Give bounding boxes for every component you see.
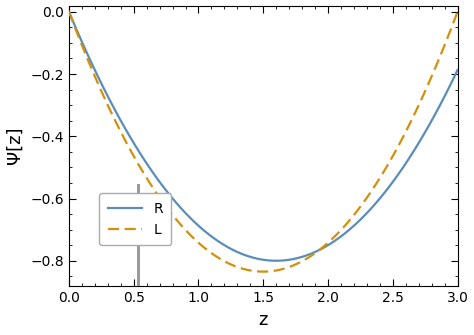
R: [86, 55, 91, 59]
R: [455, 68, 460, 72]
Bar: [137, 185, 140, 286]
R: [66, 10, 72, 14]
Y-axis label: Ψ[z]: Ψ[z]: [6, 127, 24, 164]
R: [372, 202, 378, 206]
Legend: R, L: R, L: [99, 194, 172, 245]
L: [444, 39, 449, 43]
L: [245, 268, 250, 272]
Line: R: R: [69, 12, 457, 261]
R: [444, 91, 449, 95]
X-axis label: z: z: [258, 312, 268, 329]
R: [255, 257, 261, 261]
L: [260, 270, 266, 274]
L: [86, 60, 91, 64]
L: [255, 269, 261, 273]
R: [443, 91, 449, 95]
L: [372, 184, 378, 188]
L: [443, 39, 449, 43]
L: [455, 10, 460, 14]
R: [273, 259, 279, 263]
L: [66, 10, 72, 14]
R: [245, 254, 250, 258]
Line: L: L: [69, 12, 457, 272]
